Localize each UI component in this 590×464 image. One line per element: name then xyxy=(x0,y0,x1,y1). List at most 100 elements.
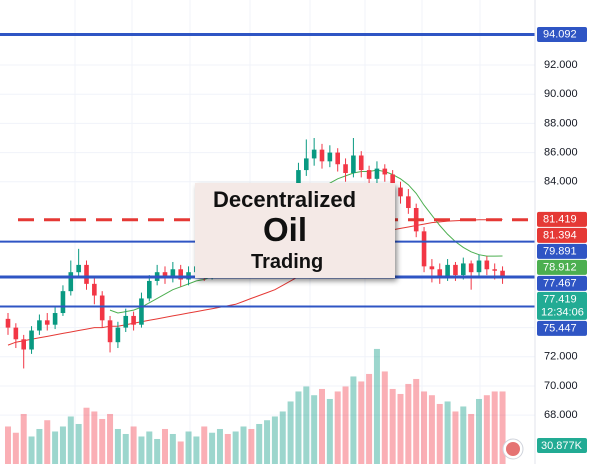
annotation-box: Decentralized Oil Trading xyxy=(195,183,395,278)
annotation-line: Decentralized xyxy=(213,187,357,212)
volume-bar xyxy=(342,386,349,464)
volume-bar xyxy=(476,398,482,464)
candle-body xyxy=(13,327,19,340)
volume-bar xyxy=(67,416,74,464)
volume-bar xyxy=(381,371,388,464)
volume-bar xyxy=(334,391,341,464)
volume-bar xyxy=(248,428,255,464)
candle-body xyxy=(84,264,89,284)
candle-body xyxy=(484,260,490,270)
volume-bar xyxy=(201,426,208,464)
volume-bar xyxy=(169,433,176,464)
volume-bar xyxy=(209,432,216,464)
volume-bar xyxy=(311,395,318,464)
volume-bar xyxy=(5,426,11,464)
price-badge xyxy=(537,291,587,320)
y-tick-label: 72.000 xyxy=(544,351,578,363)
price-badge xyxy=(537,27,587,43)
volume-bar xyxy=(405,383,412,464)
volume-bar xyxy=(326,398,333,464)
candle-body xyxy=(421,231,427,267)
candle-body xyxy=(311,149,317,159)
candle-body xyxy=(500,270,505,278)
price-badge-label: 81.394 xyxy=(543,229,577,241)
volume-bar xyxy=(271,416,278,464)
volume-bar xyxy=(146,431,153,464)
y-tick-label: 90.000 xyxy=(544,88,578,100)
volume-bar xyxy=(130,426,137,464)
candle-body xyxy=(123,315,129,328)
volume-bar xyxy=(83,407,90,464)
volume-bar xyxy=(483,395,490,464)
annotation-line: Oil xyxy=(263,211,308,248)
candle-body xyxy=(170,269,176,277)
price-badge xyxy=(537,227,587,243)
volume-bar xyxy=(138,436,145,464)
volume-bar xyxy=(20,413,27,464)
volume-bar xyxy=(413,378,420,464)
candle-body xyxy=(319,149,325,162)
candle-body xyxy=(52,313,58,325)
candle-body xyxy=(492,269,497,271)
candle-body xyxy=(476,260,482,273)
volume-bar xyxy=(366,373,373,464)
candle-body xyxy=(115,327,121,343)
volume-bar xyxy=(428,395,435,464)
volume-bar xyxy=(44,420,51,464)
volume-bar xyxy=(99,418,106,464)
volume-bar xyxy=(264,420,271,464)
volume-bar xyxy=(75,423,82,464)
volume-bar xyxy=(460,406,467,464)
y-tick-label: 68.000 xyxy=(544,409,578,421)
candle-body xyxy=(76,264,81,273)
y-tick-label: 86.000 xyxy=(544,146,578,158)
candle-body xyxy=(162,272,168,277)
volume-bar xyxy=(52,431,59,464)
price-badge xyxy=(537,275,587,291)
candle-body xyxy=(335,152,340,165)
volume-bar xyxy=(114,428,121,464)
volume-bar xyxy=(193,436,200,464)
volume-bar xyxy=(162,428,168,464)
y-tick-label: 70.000 xyxy=(544,380,578,392)
volume-bar xyxy=(499,391,506,464)
volume-bar xyxy=(224,433,231,464)
volume-bar xyxy=(350,376,357,464)
y-tick-label: 92.000 xyxy=(544,59,578,71)
candle-body xyxy=(468,263,474,273)
volume-bar xyxy=(256,423,263,464)
volume-bar xyxy=(358,381,365,464)
candle-body xyxy=(343,164,348,173)
candle-body xyxy=(5,318,11,328)
volume-bar xyxy=(468,413,475,464)
volume-bar xyxy=(12,432,19,464)
price-badge xyxy=(537,243,587,259)
time-badge-label: 12:34:06 xyxy=(541,306,584,318)
candle-body xyxy=(390,174,395,188)
volume-bar xyxy=(444,401,451,464)
volume-bar xyxy=(295,391,302,464)
candle-body xyxy=(92,283,97,296)
volume-bar xyxy=(397,393,404,464)
volume-bar xyxy=(303,386,310,464)
candle-body xyxy=(374,168,380,179)
candle-body xyxy=(131,315,136,325)
volume-bar xyxy=(373,348,380,464)
candle-body xyxy=(37,320,42,331)
price-badge-label: 94.092 xyxy=(543,28,577,40)
candle-body xyxy=(44,320,50,325)
candle-body xyxy=(178,269,183,280)
y-tick-label: 84.000 xyxy=(544,176,578,188)
volume-bar xyxy=(240,426,247,464)
volume-badge xyxy=(537,438,587,453)
price-badge xyxy=(537,320,587,336)
price-badge xyxy=(537,211,587,227)
candle-body xyxy=(445,264,450,277)
price-badge-label: 75.447 xyxy=(543,322,577,334)
moving-average xyxy=(7,218,503,346)
candle-body xyxy=(147,280,152,299)
volume-bar xyxy=(287,401,294,464)
candle-body xyxy=(453,264,458,276)
